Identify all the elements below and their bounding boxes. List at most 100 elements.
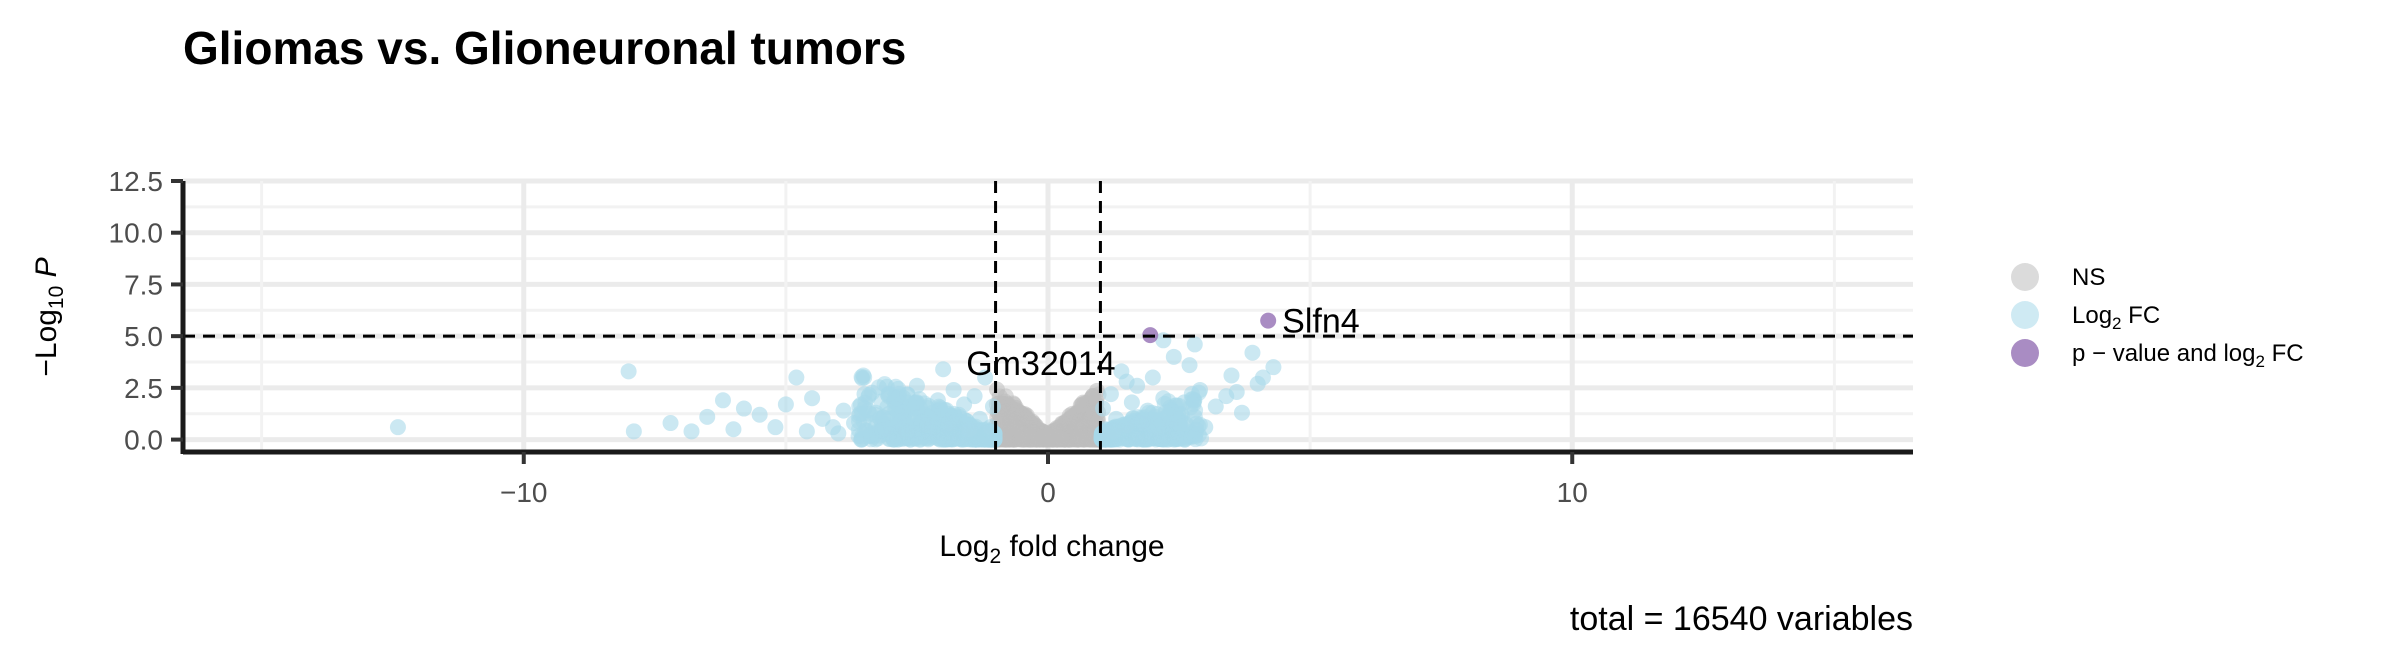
- fc-point: [935, 361, 952, 378]
- fc-point: [929, 392, 946, 409]
- legend-label-pfc: p − value and log2 FC: [2072, 340, 2304, 371]
- fc-point: [1123, 394, 1140, 411]
- fc-point: [804, 390, 821, 407]
- x-axis-title: Log2 fold change: [939, 530, 1164, 568]
- fc-point: [846, 415, 863, 432]
- legend-label-ns: NS: [2072, 264, 2105, 291]
- fc-point: [798, 423, 815, 440]
- fc-point: [835, 402, 852, 419]
- fc-point: [1128, 430, 1145, 447]
- fc-point: [898, 423, 915, 440]
- x-ticks: −10 0 10: [500, 452, 1588, 508]
- fc-point: [1186, 336, 1203, 353]
- fc-point: [877, 421, 894, 438]
- gene-label-slfn4: Slfn4: [1282, 303, 1360, 341]
- cutoff-lines: [183, 181, 1913, 452]
- fc-point: [945, 381, 962, 398]
- ns-point: [1084, 388, 1101, 405]
- y-tick-label: 7.5: [124, 269, 163, 300]
- fc-point: [1254, 369, 1271, 386]
- fc-point: [924, 404, 941, 421]
- x-tick-label: 10: [1557, 477, 1588, 508]
- significant-point: [1260, 312, 1277, 329]
- fc-point: [1223, 367, 1240, 384]
- fc-point: [1197, 419, 1214, 436]
- legend-key-pfc: [2011, 339, 2039, 367]
- legend-key-ns: [2011, 263, 2039, 291]
- fc-point: [714, 392, 731, 409]
- gene-label-gm32014: Gm32014: [966, 345, 1115, 383]
- fc-point: [908, 377, 925, 394]
- fc-point: [946, 429, 963, 446]
- fc-point: [1192, 381, 1209, 398]
- y-ticks: 0.0 2.5 5.0 7.5 10.0 12.5: [109, 166, 183, 456]
- fc-point: [662, 415, 679, 432]
- x-tick-label: −10: [500, 477, 548, 508]
- fc-point: [1176, 394, 1193, 411]
- y-tick-label: 5.0: [124, 321, 163, 352]
- fc-point: [1165, 348, 1182, 365]
- y-tick-label: 2.5: [124, 373, 163, 404]
- ns-point: [1061, 407, 1078, 424]
- fc-point: [977, 369, 994, 386]
- fc-point: [1186, 408, 1203, 425]
- fc-point: [856, 386, 873, 403]
- grid-lines: [183, 178, 1913, 452]
- y-tick-label: 12.5: [109, 166, 164, 197]
- fc-point: [1207, 398, 1224, 415]
- chart-title: Gliomas vs. Glioneuronal tumors: [183, 22, 906, 74]
- ns-point: [1053, 430, 1070, 447]
- fc-point: [1105, 423, 1122, 440]
- fc-point: [625, 423, 642, 440]
- fc-point: [867, 406, 883, 423]
- legend: NS Log2 FC p − value and log2 FC: [2011, 263, 2304, 371]
- y-axis-title: −Log10 P: [30, 257, 68, 376]
- gene-labels: Slfn4 Gm32014: [966, 303, 1359, 383]
- fc-point: [620, 363, 637, 380]
- fc-point: [751, 406, 768, 423]
- fc-point: [1181, 357, 1198, 374]
- fc-point: [853, 369, 870, 386]
- fc-point: [389, 419, 406, 436]
- fc-point: [1118, 373, 1135, 390]
- legend-label-fc: Log2 FC: [2072, 302, 2160, 333]
- fc-point: [830, 425, 847, 442]
- ns-point: [1014, 431, 1031, 448]
- fc-point: [1118, 417, 1135, 434]
- fc-point: [919, 417, 936, 434]
- fc-point: [1244, 344, 1261, 361]
- fc-point: [788, 369, 805, 386]
- fc-point: [735, 400, 752, 417]
- fc-point: [1147, 408, 1164, 425]
- fc-point: [984, 398, 1001, 415]
- y-tick-label: 0.0: [124, 425, 163, 456]
- x-tick-label: 0: [1040, 477, 1056, 508]
- fc-point: [851, 398, 868, 415]
- fc-point: [862, 426, 879, 443]
- fc-point: [1095, 400, 1112, 417]
- fc-point: [1171, 415, 1188, 432]
- ns-point: [1073, 430, 1090, 447]
- fc-point: [725, 421, 742, 438]
- ns-point: [1072, 397, 1089, 414]
- fc-point: [699, 408, 716, 425]
- fc-point: [767, 419, 784, 436]
- legend-key-fc: [2011, 301, 2039, 329]
- caption: total = 16540 variables: [1570, 600, 1913, 638]
- fc-points: [389, 332, 1282, 448]
- fc-point: [777, 396, 794, 413]
- fc-point: [887, 390, 904, 407]
- y-tick-label: 10.0: [109, 218, 164, 249]
- fc-point: [1228, 384, 1245, 401]
- fc-point: [1144, 369, 1161, 386]
- fc-point: [1155, 390, 1172, 407]
- fc-point: [683, 423, 700, 440]
- fc-point: [1233, 404, 1250, 421]
- fc-point: [966, 388, 983, 405]
- fc-point: [1176, 431, 1193, 448]
- fc-point: [903, 398, 920, 415]
- fc-point: [1102, 386, 1119, 403]
- fc-point: [1265, 359, 1282, 376]
- ns-point: [1039, 430, 1056, 447]
